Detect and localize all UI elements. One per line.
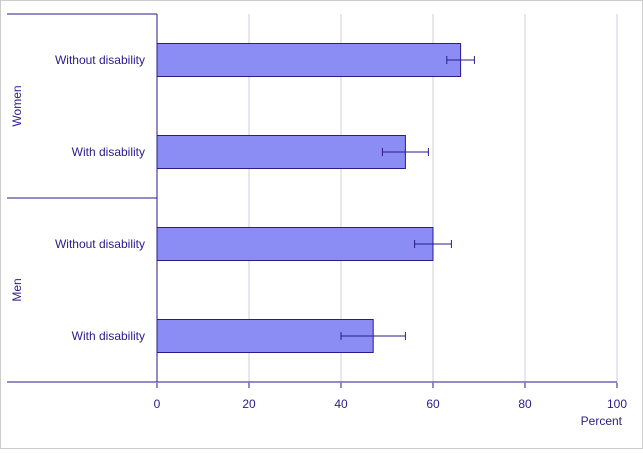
labels: 0 20 40 60 80 100 Without disability With disab…: [10, 53, 627, 411]
category-label: With disability: [72, 145, 145, 159]
category-label: Without disability: [55, 53, 145, 67]
group-label: Men: [10, 278, 24, 301]
x-axis-title: Percent: [581, 414, 623, 428]
x-tick-label: 60: [426, 397, 440, 411]
bar: [156, 227, 434, 261]
bar: [156, 43, 462, 77]
group-label: Women: [10, 85, 24, 126]
category-label: Without disability: [55, 237, 145, 251]
x-tick-label: 100: [607, 397, 627, 411]
category-label: With disability: [72, 329, 145, 343]
x-tick-label: 20: [242, 397, 256, 411]
x-tick-label: 0: [154, 397, 161, 411]
axes: [7, 13, 618, 388]
x-tick-label: 80: [518, 397, 532, 411]
x-tick-label: 40: [334, 397, 348, 411]
bar: [156, 135, 406, 169]
